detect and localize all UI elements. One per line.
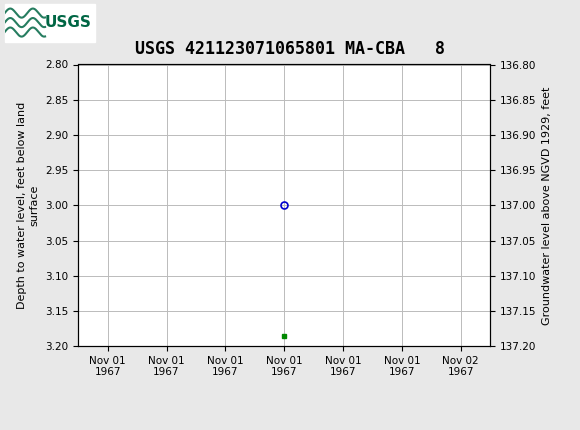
Text: USGS: USGS — [45, 15, 92, 30]
Legend: Period of approved data: Period of approved data — [192, 425, 376, 430]
Text: USGS 421123071065801 MA-CBA   8: USGS 421123071065801 MA-CBA 8 — [135, 40, 445, 58]
FancyBboxPatch shape — [5, 3, 95, 42]
Y-axis label: Groundwater level above NGVD 1929, feet: Groundwater level above NGVD 1929, feet — [542, 86, 552, 325]
Y-axis label: Depth to water level, feet below land
surface: Depth to water level, feet below land su… — [17, 102, 40, 309]
